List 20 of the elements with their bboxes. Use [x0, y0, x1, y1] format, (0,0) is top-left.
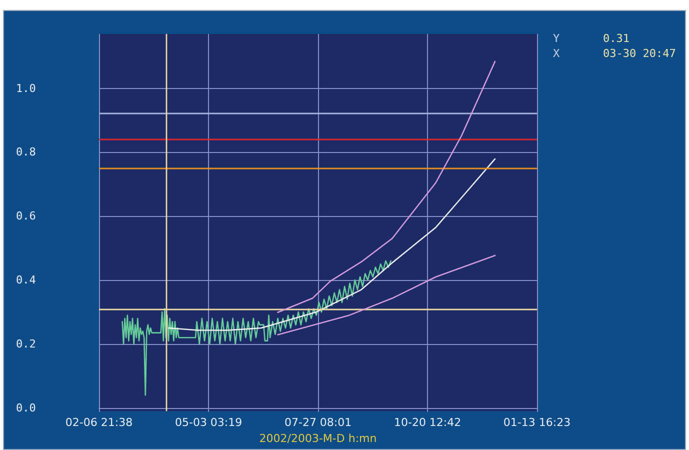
line-series [122, 260, 392, 396]
line-series [277, 254, 496, 336]
y-tick-label: 0.2 [16, 337, 36, 350]
line-series [277, 60, 496, 313]
text: 03-30 20:47 [603, 47, 676, 60]
text: X [553, 47, 560, 60]
x-tick-label: 05-03 03:19 [174, 416, 242, 430]
y-tick-label: 0.0 [16, 401, 36, 414]
x-axis-title: 2002/2003-M-D h:mn [259, 432, 377, 445]
x-tick-label: 07-27 08:01 [284, 416, 352, 430]
y-tick-label: 0.4 [16, 274, 36, 287]
x-tick-label: 02-06 21:38 [65, 416, 133, 430]
y-tick-label: 0.6 [16, 210, 36, 223]
y-tick-label: 0.8 [16, 146, 36, 159]
y-tick-label: 1.0 [16, 82, 36, 95]
x-tick-label: 10-20 12:42 [394, 416, 462, 430]
text: Y [553, 32, 560, 45]
text: 0.31 [603, 32, 630, 45]
x-tick-label: 01-13 16:23 [503, 416, 571, 430]
line-series [168, 158, 496, 331]
